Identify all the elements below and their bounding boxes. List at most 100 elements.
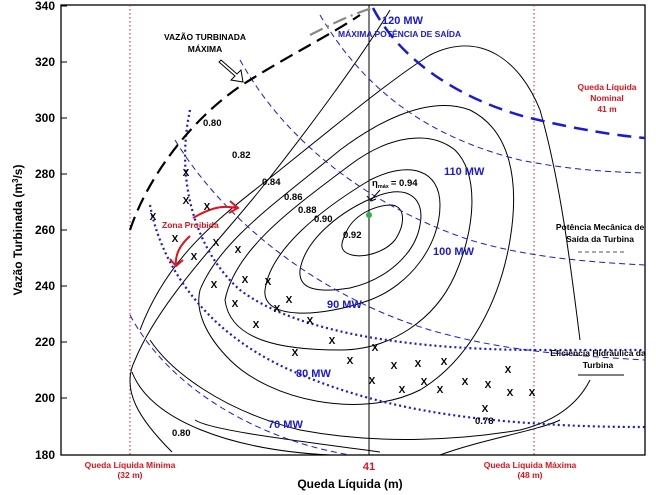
y-tick-label: 180 xyxy=(35,448,55,462)
y-tick-300: 300 xyxy=(35,111,67,125)
max-flow-label-1: VAZÃO TURBINADA xyxy=(164,32,246,42)
y-tick-340: 340 xyxy=(35,0,67,13)
x-marker: X xyxy=(235,245,242,256)
x-marker: X xyxy=(191,252,198,263)
eff-label: 0.80 xyxy=(203,118,222,129)
efficiency-contours xyxy=(129,9,591,456)
x-marker: X xyxy=(462,377,469,388)
efficiency-curve-080-left xyxy=(129,9,391,453)
power-curves xyxy=(129,14,646,456)
x-marker: X xyxy=(204,202,211,213)
x-axis-title: Queda Líquida (m) xyxy=(297,477,402,491)
power-curve-110 xyxy=(319,14,646,174)
peak-arrow xyxy=(370,189,381,201)
y-tick-180: 180 xyxy=(35,448,67,462)
x-marker: X xyxy=(150,212,157,223)
eff-label: 0.88 xyxy=(298,205,317,216)
y-tick-240: 240 xyxy=(35,279,67,293)
x-tick-label-nominal: 41 xyxy=(363,461,375,473)
x-marker: X xyxy=(292,348,299,359)
power-label-80: 80 MW xyxy=(296,368,331,380)
power-label-110: 110 MW xyxy=(444,166,485,178)
power-label-90: 90 MW xyxy=(327,299,362,311)
eff-label: 0.92 xyxy=(343,230,362,241)
eff-label: 0.90 xyxy=(314,214,333,225)
x-marker: X xyxy=(232,299,239,310)
power-curve-80-dotted xyxy=(148,204,646,429)
max-flow-arrow xyxy=(218,59,244,83)
x-marker: X xyxy=(529,388,536,399)
max-power-curve xyxy=(371,7,646,140)
eff-label: 0.86 xyxy=(284,192,303,203)
efficiency-curve-082-bottom xyxy=(149,339,591,440)
x-marker: X xyxy=(421,377,428,388)
legend-eff-2: Turbina xyxy=(583,360,614,370)
legend-power-1: Potência Mecânica de xyxy=(556,222,645,232)
x-marker: X xyxy=(213,238,220,249)
x-marker: X xyxy=(372,343,379,354)
x-marker: X xyxy=(441,357,448,368)
eff-label: 0.80 xyxy=(172,428,191,439)
y-tick-label: 200 xyxy=(35,391,55,405)
min-head-label: Queda Líquida Mínima xyxy=(85,460,176,470)
power-curve-90 xyxy=(184,109,645,352)
peak-arrowhead xyxy=(366,195,377,202)
max-flow-label-2: MÁXIMA xyxy=(188,44,222,54)
efficiency-curve-084 xyxy=(198,105,515,405)
x-marker: X xyxy=(505,365,512,376)
x-marker: X xyxy=(183,196,190,207)
nominal-head-label-2: Nominal xyxy=(590,93,624,103)
max-power-label: MÁXIMA POTÊNCIA DE SAÍDA xyxy=(338,28,461,39)
y-tick-label: 340 xyxy=(35,0,55,13)
efficiency-curve-092 xyxy=(341,204,403,257)
x-marker: X xyxy=(399,385,406,396)
x-marker: X xyxy=(437,385,444,396)
max-head-value: (48 m) xyxy=(517,470,542,480)
x-marker: X xyxy=(485,380,492,391)
x-marker: X xyxy=(253,320,260,331)
forbidden-zone: Zona Proibida xyxy=(162,200,240,268)
efficiency-curve-086 xyxy=(224,137,473,351)
x-marker: X xyxy=(307,316,314,327)
y-axis-title: Vazão Turbinada (m3/s) xyxy=(11,165,25,296)
max-head-label: Queda Líquida Máxima xyxy=(484,460,577,470)
y-tick-320: 320 xyxy=(35,55,67,69)
x-marker: X xyxy=(183,168,190,179)
x-marker: X xyxy=(242,275,249,286)
nominal-head-label-3: 41 m xyxy=(597,104,617,114)
x-marker: X xyxy=(265,277,272,288)
eff-label: 0.84 xyxy=(262,177,281,188)
efficiency-curve-080-bottom xyxy=(131,371,331,456)
y-tick-220: 220 xyxy=(35,335,67,349)
legend-power-2: Saída da Turbina xyxy=(566,234,634,244)
power-dotted-curves xyxy=(148,109,646,429)
eff-label: 0.82 xyxy=(232,150,251,161)
forbidden-arrowhead-down xyxy=(169,258,184,268)
x-marker: X xyxy=(347,356,354,367)
power-curve-80 xyxy=(174,139,646,361)
y-tick-label: 320 xyxy=(35,55,55,69)
y-tick-label: 280 xyxy=(35,167,55,181)
x-marker: X xyxy=(369,376,376,387)
forbidden-arrow-down xyxy=(174,235,191,266)
max-flow-curve xyxy=(128,14,361,231)
legend: Potência Mecânica de Saída da Turbina Ef… xyxy=(550,222,646,376)
efficiency-curve-088 xyxy=(264,169,441,314)
x-marker: X xyxy=(507,388,514,399)
efficiency-curve-078 xyxy=(439,419,561,456)
peak-efficiency-label: ηmáx = 0.94 xyxy=(372,178,418,190)
y-tick-260: 260 xyxy=(35,223,67,237)
y-tick-label: 260 xyxy=(35,223,55,237)
efficiency-labels: 0.80 0.82 0.84 0.86 0.88 0.90 0.92 0.80 … xyxy=(172,118,494,439)
y-axis: 180 200 220 240 260 280 300 320 340 xyxy=(35,0,67,462)
x-marker: X xyxy=(482,404,489,415)
x-marker: X xyxy=(329,336,336,347)
max-flow-curve-tail xyxy=(309,6,373,36)
efficiency-curve-outer-bottom xyxy=(194,419,381,453)
power-labels: 120 MW 110 MW 100 MW 90 MW 80 MW 70 MW xyxy=(268,15,485,431)
x-marker: X xyxy=(211,280,218,291)
power-label-120: 120 MW xyxy=(382,15,424,27)
legend-eff-1: Eficiência Hidráulica da xyxy=(550,348,646,358)
y-tick-label: 220 xyxy=(35,335,55,349)
